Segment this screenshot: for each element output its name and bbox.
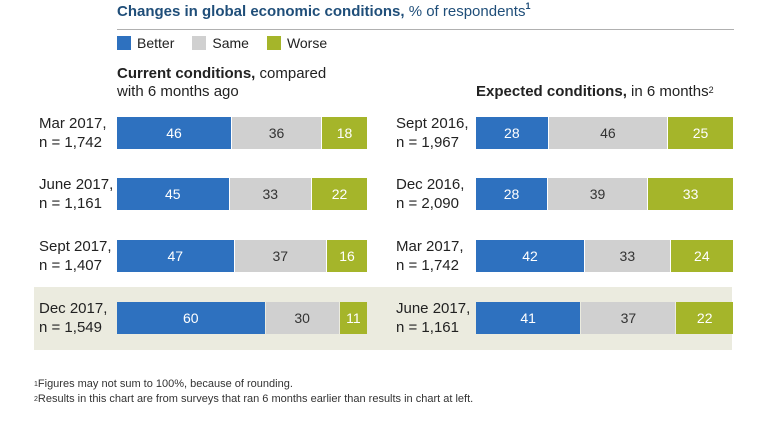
bar-segment-same: 30 (265, 302, 339, 334)
bar-segment-better: 46 (117, 117, 231, 149)
footnote-2: 2Results in this chart are from surveys … (34, 393, 474, 405)
bar-segment-same: 33 (585, 240, 670, 272)
row-label: Mar 2017, n = 1,742 (396, 238, 464, 274)
data-label: 46 (600, 125, 616, 141)
data-label: 46 (166, 125, 182, 141)
right-chart-heading: Expected conditions, in 6 months2 (476, 83, 714, 100)
data-label: 33 (619, 248, 636, 264)
footnote-1: 1Figures may not sum to 100%, because of… (34, 378, 293, 390)
data-label: 22 (331, 186, 348, 202)
data-label: 33 (682, 186, 699, 202)
legend-swatch-worse (266, 36, 281, 50)
row-label: June 2017, n = 1,161 (39, 176, 114, 212)
data-label: 30 (294, 310, 310, 326)
row-label: June 2017, n = 1,161 (396, 300, 471, 336)
data-label: 39 (589, 186, 606, 202)
legend-swatch-same (192, 36, 207, 50)
data-label: 37 (272, 248, 289, 264)
data-label: 47 (167, 248, 184, 264)
bar-segment-better: 28 (476, 178, 547, 210)
bar-segment-worse: 22 (676, 302, 733, 334)
data-label: 18 (336, 125, 353, 141)
bar-segment-better: 42 (476, 240, 585, 272)
legend-item-better: Better (117, 35, 174, 51)
legend-item-worse: Worse (266, 35, 327, 51)
bar-segment-worse: 24 (670, 240, 733, 272)
row-label: Dec 2017, n = 1,549 (39, 300, 108, 336)
bar-segment-worse: 16 (327, 240, 367, 272)
row-label: Sept 2017, n = 1,407 (39, 238, 112, 274)
bar-segment-worse: 11 (339, 302, 367, 334)
bar-segment-better: 41 (476, 302, 581, 334)
bar-segment-same: 46 (548, 117, 668, 149)
data-label: 11 (346, 310, 361, 326)
bar-segment-same: 36 (232, 117, 321, 149)
legend-swatch-better (117, 36, 131, 50)
data-label: 24 (694, 248, 710, 264)
bar-segment-better: 28 (476, 117, 548, 149)
chart-title: Changes in global economic conditions, %… (117, 1, 531, 20)
left-chart-heading: Current conditions, compared with 6 month… (117, 65, 327, 100)
data-label: 33 (262, 186, 279, 202)
data-label: 28 (504, 125, 520, 141)
data-label: 36 (268, 125, 285, 141)
bar-segment-worse: 22 (312, 178, 367, 210)
bar-segment-better: 60 (117, 302, 265, 334)
bar-segment-worse: 25 (668, 117, 733, 149)
data-label: 25 (692, 125, 709, 141)
data-label: 45 (164, 186, 181, 202)
bar-segment-better: 47 (117, 240, 234, 272)
row-label: Mar 2017, n = 1,742 (39, 115, 107, 151)
data-label: 60 (182, 310, 199, 326)
data-label: 28 (503, 186, 520, 202)
data-label: 41 (520, 310, 536, 326)
data-label: 42 (522, 248, 538, 264)
row-label: Dec 2016, n = 2,090 (396, 176, 465, 212)
bar-segment-worse: 18 (322, 117, 367, 149)
data-label: 37 (620, 310, 637, 326)
bar-segment-better: 45 (117, 178, 229, 210)
data-label: 22 (696, 310, 713, 326)
bar-segment-same: 39 (547, 178, 648, 210)
bar-segment-same: 33 (229, 178, 311, 210)
legend-item-same: Same (192, 35, 249, 51)
data-label: 16 (339, 248, 355, 264)
bar-segment-worse: 33 (648, 178, 733, 210)
title-rule (117, 29, 734, 30)
row-label: Sept 2016, n = 1,967 (396, 115, 469, 151)
bar-segment-same: 37 (234, 240, 326, 272)
bar-segment-same: 37 (581, 302, 676, 334)
legend: Better Same Worse (117, 35, 345, 51)
